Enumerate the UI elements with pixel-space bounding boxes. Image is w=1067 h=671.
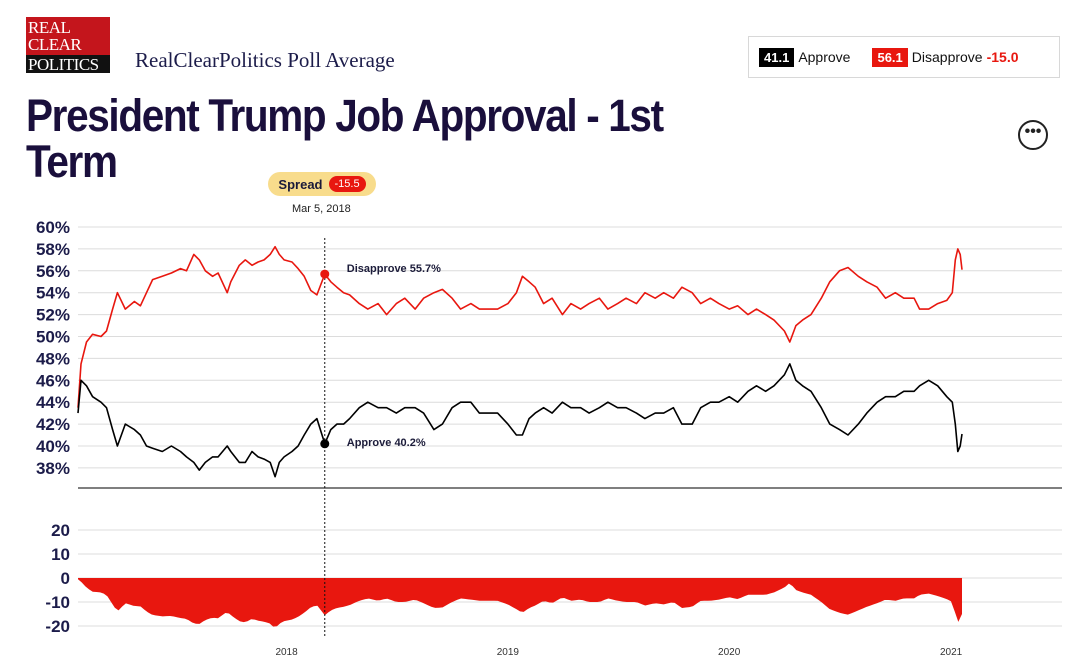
more-dots-icon: ••• [1024, 123, 1042, 140]
spread-y-tick-label: 10 [51, 545, 70, 564]
page-title: President Trump Job Approval - 1st Term [26, 90, 664, 187]
summary-box: 41.1 Approve 56.1 Disapprove -15.0 [748, 36, 1060, 78]
x-tick-label: 2021 [940, 647, 963, 658]
y-tick-label: 46% [36, 371, 70, 390]
disapprove-label: Disapprove [911, 49, 983, 65]
disapprove-hover-dot [320, 269, 330, 279]
x-tick-label: 2020 [718, 647, 741, 658]
spread-y-tick-label: -20 [45, 617, 70, 636]
y-tick-label: 40% [36, 437, 70, 456]
approve-hover-dot [320, 439, 330, 449]
y-tick-label: 48% [36, 349, 70, 368]
x-tick-label: 2019 [497, 647, 520, 658]
spread-area [78, 578, 962, 627]
logo-line-1: REAL [28, 18, 71, 37]
disapprove-line [77, 245, 963, 408]
spread-y-tick-label: 0 [61, 569, 70, 588]
disapprove-hover-label: Disapprove 55.7% [347, 263, 441, 275]
approve-label: Approve [798, 49, 851, 65]
y-tick-label: 54% [36, 284, 70, 303]
x-tick-label: 2018 [275, 647, 298, 658]
y-tick-label: 38% [36, 459, 70, 478]
approve-value-badge: 41.1 [759, 47, 795, 67]
logo-line-3: POLITICS [26, 55, 110, 73]
y-tick-label: 58% [36, 240, 70, 259]
tooltip-spread-pill: Spread -15.5 [268, 172, 376, 196]
y-tick-label: 56% [36, 262, 70, 281]
y-tick-label: 60% [36, 218, 70, 237]
y-tick-label: 42% [36, 415, 70, 434]
spread-y-tick-label: 20 [51, 521, 70, 540]
tooltip-spread-value: -15.5 [328, 176, 366, 192]
y-tick-label: 52% [36, 306, 70, 325]
logo-line-2: CLEAR [28, 35, 82, 54]
y-tick-label: 50% [36, 328, 70, 347]
more-options-button[interactable]: ••• [1018, 120, 1048, 150]
y-tick-label: 44% [36, 393, 70, 412]
spread-y-tick-label: -10 [45, 593, 70, 612]
logo[interactable]: REAL CLEAR POLITICS [26, 17, 110, 73]
tooltip-spread-label: Spread [278, 176, 323, 192]
approve-hover-label: Approve 40.2% [347, 437, 426, 449]
disapprove-value-badge: 56.1 [872, 47, 908, 67]
site-name: RealClearPolitics Poll Average [135, 48, 395, 72]
tooltip-date: Mar 5, 2018 [292, 203, 351, 215]
spread-value: -15.0 [986, 49, 1019, 65]
approve-line [77, 363, 963, 478]
